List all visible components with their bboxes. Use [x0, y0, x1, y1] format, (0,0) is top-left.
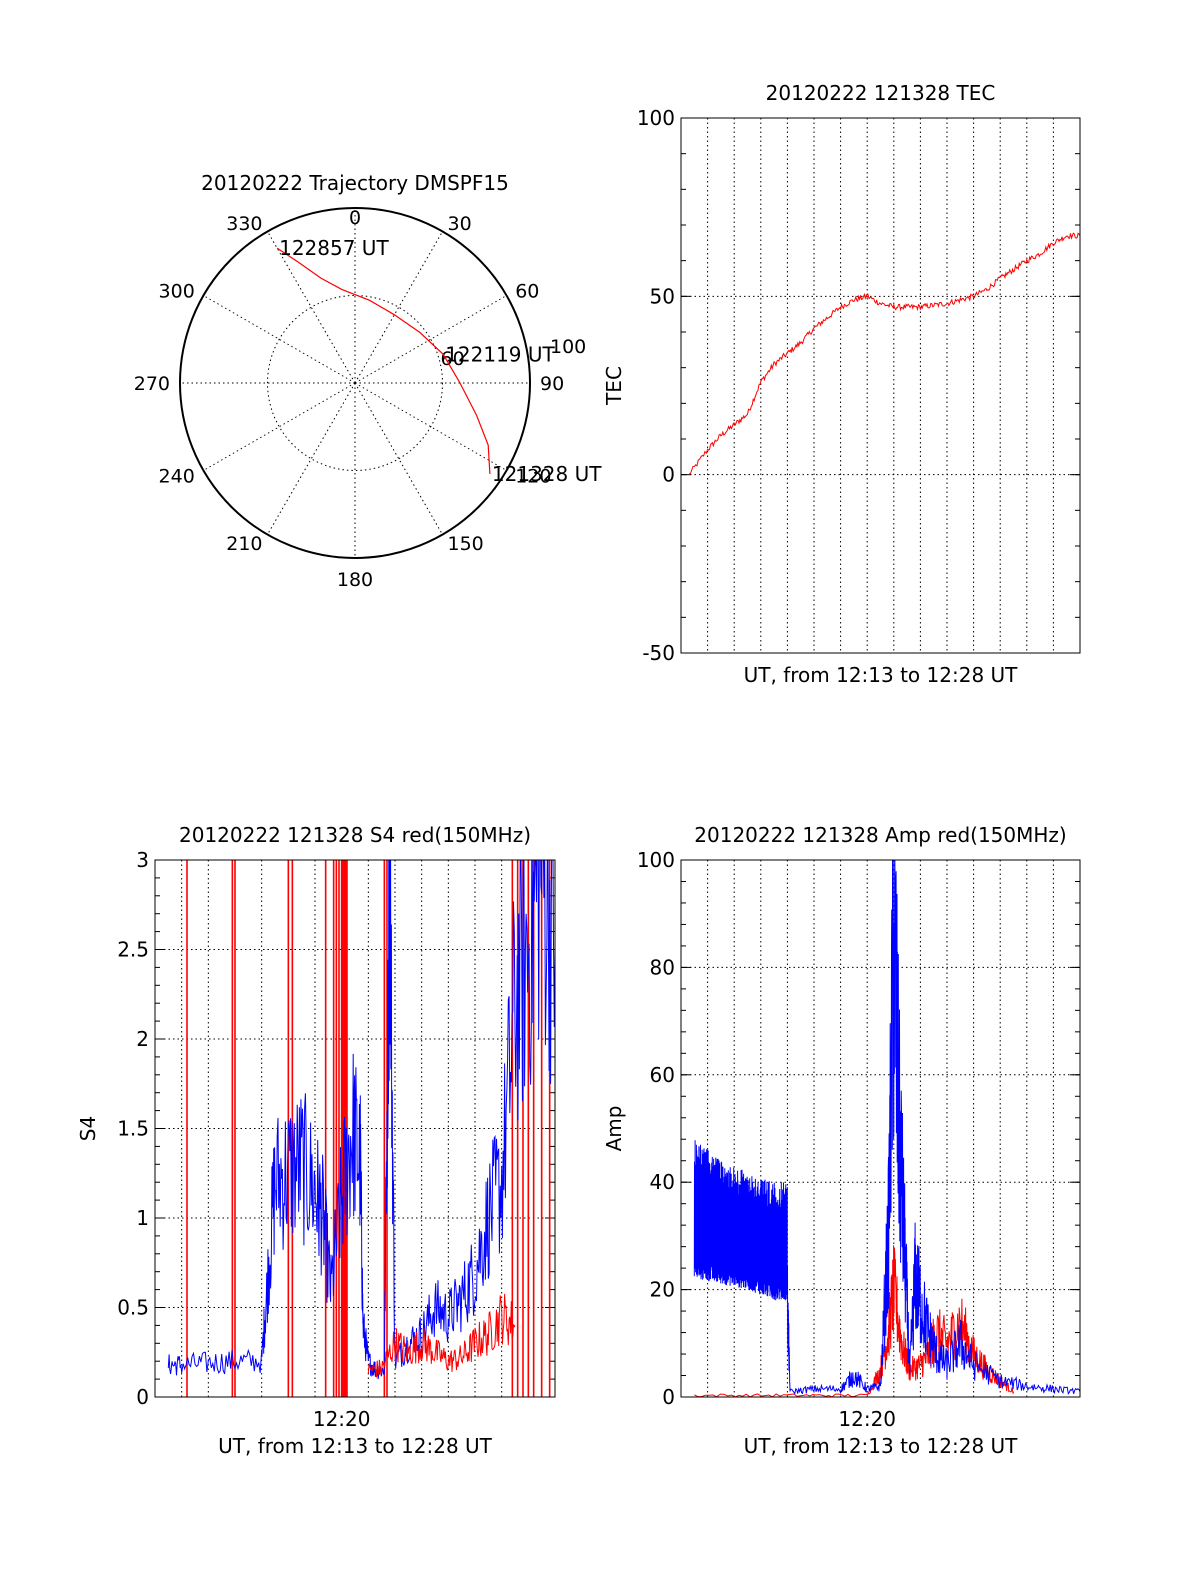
polar-spoke — [267, 382, 356, 535]
plot-area — [688, 232, 1080, 475]
polar-spoke — [354, 295, 507, 384]
y-tick-label: 0 — [662, 463, 675, 487]
y-tick-label: 2 — [136, 1027, 149, 1051]
polar-angle-label: 270 — [134, 373, 170, 395]
y-tick-label: -50 — [642, 641, 675, 665]
plot-area — [693, 860, 1080, 1397]
polar-angle-label: 0 — [349, 207, 361, 229]
trajectory-title: 20120222 Trajectory DMSPF15 — [201, 171, 509, 195]
amp-chart: 20120222 121328 Amp red(150MHz) 0 20 40 60 80… — [602, 823, 1081, 1458]
x-tick-label: 12:20 — [838, 1407, 896, 1431]
y-tick-label: 2.5 — [117, 938, 149, 962]
polar-outer-circle — [179, 207, 531, 559]
x-axis-label: UT, from 12:13 to 12:28 UT — [744, 1434, 1019, 1458]
trajectory-line — [276, 247, 491, 475]
x-tick-label: 12:20 — [313, 1407, 371, 1431]
polar-angle-label: 210 — [226, 533, 262, 555]
polar-inner-circle — [267, 295, 443, 471]
polar-radius-label: 60 — [441, 348, 465, 370]
trajectory-series — [276, 247, 491, 475]
y-tick-label: 0 — [136, 1385, 149, 1409]
y-tick-label: 1 — [136, 1206, 149, 1230]
y-tick-label: 3 — [136, 848, 149, 872]
polar-angle-label: 90 — [540, 373, 564, 395]
polar-radius-label: 100 — [550, 336, 586, 358]
y-tick-label: 0.5 — [117, 1296, 149, 1320]
polar-spoke — [203, 382, 356, 471]
y-tick-label: 40 — [650, 1170, 675, 1194]
polar-angle-label: 30 — [448, 213, 472, 235]
y-tick-label: 50 — [650, 284, 675, 308]
polar-angle-label: 300 — [159, 281, 195, 303]
polar-angle-label: 150 — [448, 533, 484, 555]
y-tick-label: 1.5 — [117, 1117, 149, 1141]
axis-frame — [680, 117, 1081, 654]
s4-chart: 20120222 121328 S4 red(150MHz) 0 0.5 1 1.5 2 2… — [76, 823, 556, 1458]
y-axis-label: S4 — [76, 1116, 100, 1141]
polar-angle-label: 120 — [515, 466, 551, 488]
polar-angle-label: 60 — [515, 281, 539, 303]
trajectory-time-label: 122857 UT — [279, 236, 389, 260]
axis-frame — [154, 859, 556, 1398]
polar-angle-label: 180 — [337, 569, 373, 591]
trajectory-time-label: 121328 UT — [492, 462, 602, 486]
polar-angle-label: 330 — [226, 213, 262, 235]
y-tick-label: 80 — [650, 955, 675, 979]
polar-grid — [179, 207, 531, 559]
y-tick-label: 100 — [637, 848, 675, 872]
y-tick-label: 100 — [637, 106, 675, 130]
polar-angle-label: 240 — [159, 466, 195, 488]
x-axis-label: UT, from 12:13 to 12:28 UT — [218, 1434, 493, 1458]
trajectory-polar-chart: 20120222 Trajectory DMSPF15 0 30 60 90 120 15… — [134, 171, 603, 591]
tec-chart: 20120222 121328 TEC -50 0 50 100 UT, from 12:… — [602, 81, 1081, 687]
polar-angle-labels: 0 30 60 90 120 150 180 210 240 270 300 330 60 100 — [134, 207, 587, 591]
trajectory-annotations: 122857 UT 122119 UT 121328 UT — [279, 236, 602, 486]
amp-blue-band — [693, 1140, 788, 1301]
trajectory-time-label: 122119 UT — [445, 342, 555, 366]
x-axis-label: UT, from 12:13 to 12:28 UT — [744, 663, 1019, 687]
y-axis-label: Amp — [602, 1106, 626, 1152]
y-axis-label: TEC — [602, 366, 626, 406]
y-tick-label: 20 — [650, 1278, 675, 1302]
tec-title: 20120222 121328 TEC — [766, 81, 996, 105]
y-tick-label: 60 — [650, 1063, 675, 1087]
y-tick-label: 0 — [662, 1385, 675, 1409]
axis-frame — [680, 859, 1081, 1398]
s4-blue-series — [167, 860, 555, 1380]
amp-red-series — [694, 1245, 1014, 1397]
tec-series-line — [688, 232, 1080, 475]
s4-title: 20120222 121328 S4 red(150MHz) — [179, 823, 531, 847]
plot-area — [167, 860, 555, 1397]
s4-red-series — [367, 1293, 516, 1378]
amp-title: 20120222 121328 Amp red(150MHz) — [694, 823, 1066, 847]
amp-blue-series — [786, 860, 1080, 1395]
